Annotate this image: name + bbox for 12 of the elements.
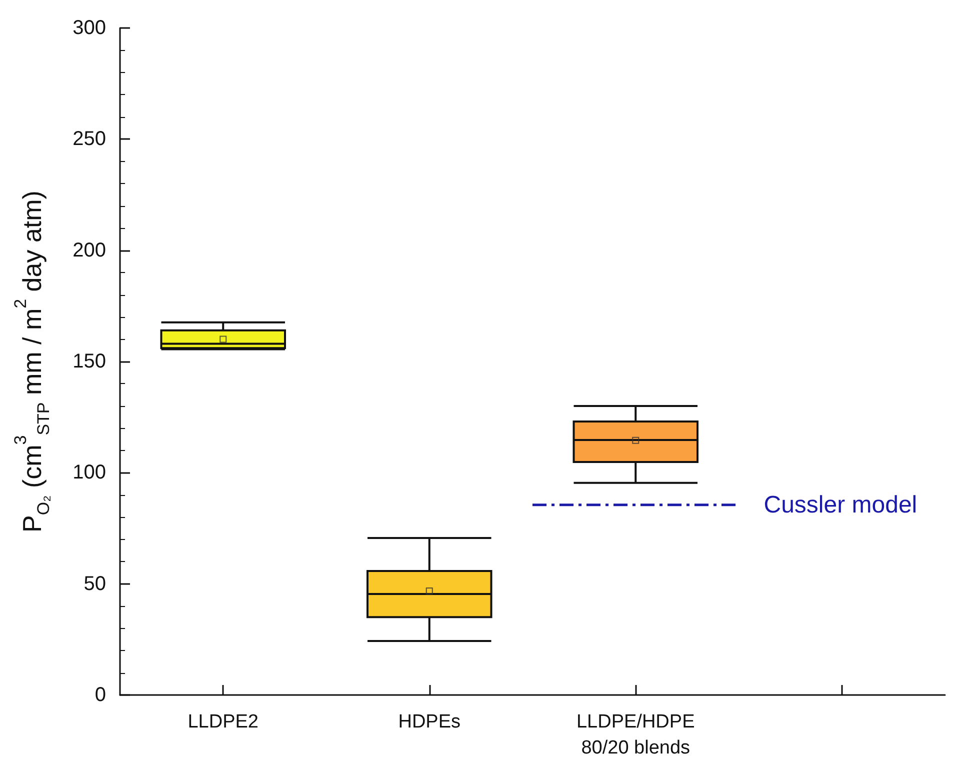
y-tick-label: 250 (72, 128, 106, 150)
x-tick-label: LLDPE2 (188, 712, 259, 732)
y-tick-label: 0 (94, 684, 106, 706)
ref-line-label: Cussler model (764, 491, 918, 518)
y-tick-label: 100 (72, 462, 106, 484)
x-tick-label: HDPEs (398, 712, 461, 732)
y-tick-label: 300 (72, 17, 106, 39)
x-tick-label: LLDPE/HDPE 80/20 blends (576, 712, 695, 758)
y-axis-title: PO₂ (cm3STP mm / m2 day atm) (11, 190, 53, 532)
y-tick-label: 200 (72, 239, 106, 262)
y-tick-label: 150 (72, 350, 106, 372)
y-tick-label: 50 (84, 572, 106, 595)
